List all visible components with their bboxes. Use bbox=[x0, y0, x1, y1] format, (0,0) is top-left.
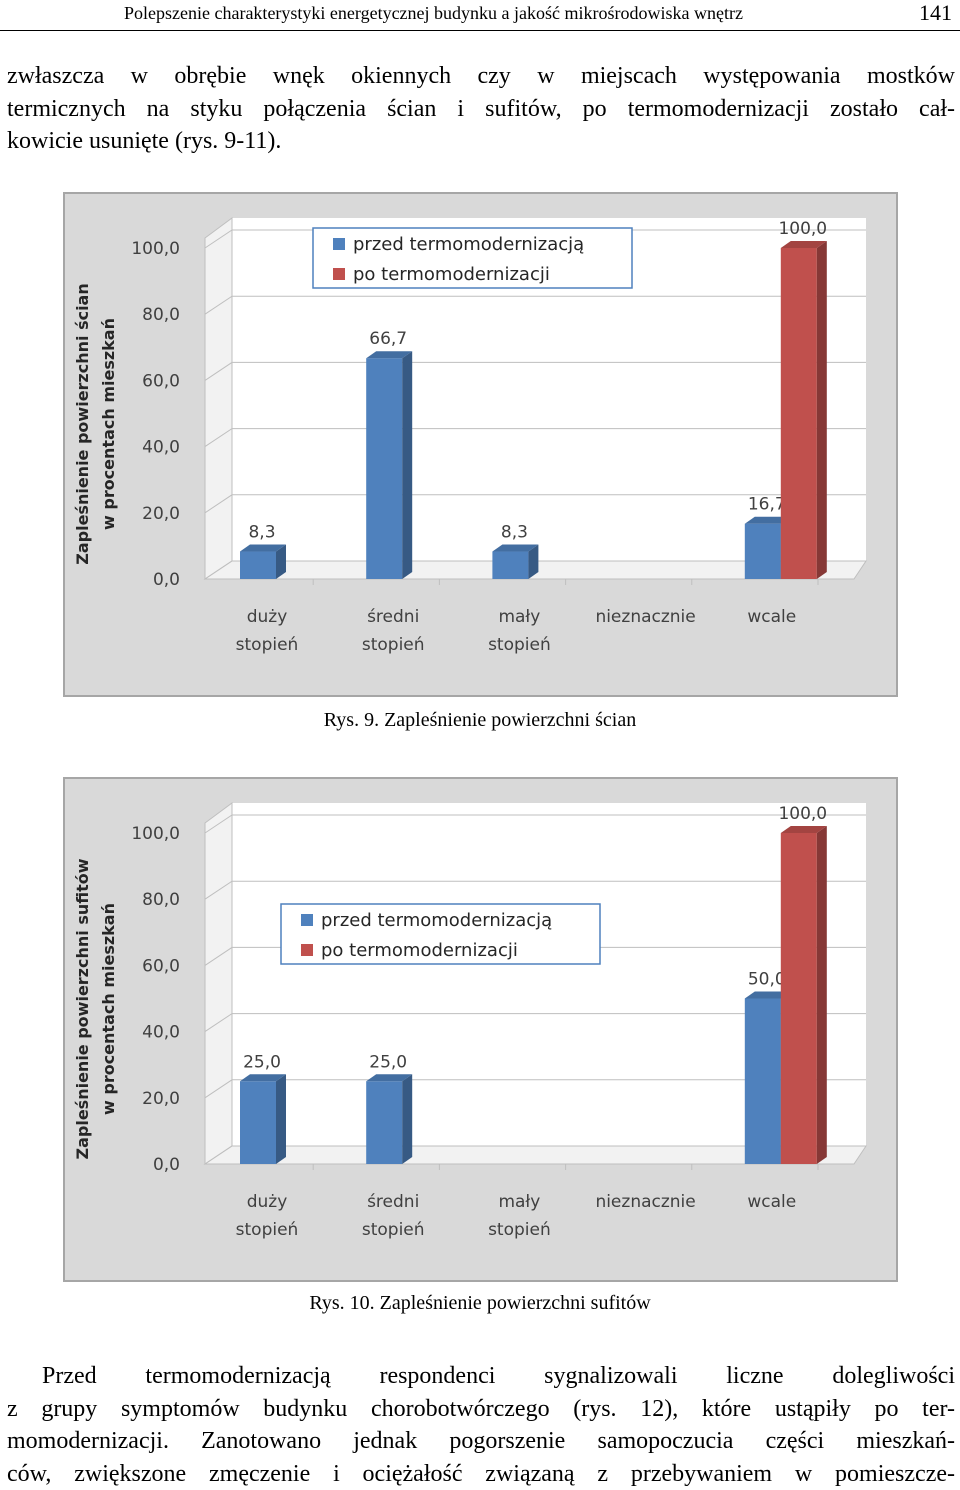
page-number: 141 bbox=[919, 0, 952, 26]
x-tick-label: stopień bbox=[362, 635, 425, 655]
text-line: Przed termomodernizacją respondenci sygn… bbox=[7, 1360, 955, 1393]
y-tick-label: 20,0 bbox=[142, 1089, 180, 1109]
x-tick-label: nieznacznie bbox=[595, 1192, 695, 1212]
caption: Rys. 9. Zapleśnienie powierzchni ścian bbox=[0, 709, 960, 732]
x-tick-label: stopień bbox=[488, 635, 551, 655]
x-tick-label: duży bbox=[247, 607, 288, 627]
x-tick-label: stopień bbox=[362, 1220, 425, 1240]
y-tick-label: 60,0 bbox=[142, 371, 180, 391]
header-rule bbox=[0, 30, 960, 31]
bar bbox=[781, 248, 817, 579]
data-label: 8,3 bbox=[248, 523, 275, 543]
y-axis-label: Zapleśnienie powierzchni sufitów bbox=[73, 858, 92, 1159]
paragraph: Przed termomodernizacją respondenci sygn… bbox=[7, 1360, 955, 1490]
bar bbox=[781, 833, 817, 1164]
y-axis-label: w procentach mieszkań bbox=[99, 318, 118, 530]
x-tick-label: stopień bbox=[236, 635, 299, 655]
legend-swatch bbox=[333, 238, 345, 250]
bar-side bbox=[402, 351, 412, 579]
data-label: 100,0 bbox=[778, 219, 827, 239]
legend-swatch bbox=[301, 914, 313, 926]
text-line: zwłaszcza w obrębie wnęk okiennych czy w… bbox=[7, 60, 955, 93]
caption: Rys. 10. Zapleśnienie powierzchni sufitó… bbox=[0, 1292, 960, 1315]
legend-swatch bbox=[301, 944, 313, 956]
data-label: 100,0 bbox=[778, 804, 827, 824]
y-axis-label: w procentach mieszkań bbox=[99, 903, 118, 1115]
y-tick-label: 100,0 bbox=[131, 239, 180, 259]
bar-side bbox=[817, 826, 827, 1164]
chart: 0,0 20,0 40,0 60,0 80,0 100,0 Zapleśnienie pow… bbox=[63, 192, 898, 698]
y-tick-label: 40,0 bbox=[142, 1023, 180, 1043]
x-tick-label: nieznacznie bbox=[595, 607, 695, 627]
y-tick-label: 0,0 bbox=[153, 1155, 180, 1175]
x-tick-label: mały bbox=[498, 607, 540, 627]
y-tick-label: 40,0 bbox=[142, 438, 180, 458]
bar bbox=[745, 999, 781, 1165]
x-tick-label: wcale bbox=[747, 607, 796, 627]
y-tick-label: 80,0 bbox=[142, 305, 180, 325]
y-tick-label: 80,0 bbox=[142, 890, 180, 910]
legend-swatch bbox=[333, 268, 345, 280]
bar bbox=[240, 552, 276, 579]
x-tick-label: duży bbox=[247, 1192, 288, 1212]
y-tick-label: 20,0 bbox=[142, 504, 180, 524]
y-tick-label: 0,0 bbox=[153, 570, 180, 590]
bar bbox=[745, 524, 781, 579]
data-label: 50,0 bbox=[748, 970, 786, 990]
data-label: 25,0 bbox=[243, 1052, 281, 1072]
y-tick-label: 60,0 bbox=[142, 956, 180, 976]
data-label: 8,3 bbox=[501, 523, 528, 543]
legend-label: po termomodernizacji bbox=[353, 264, 550, 285]
y-axis-label: Zapleśnienie powierzchni ścian bbox=[73, 283, 92, 565]
plot-side bbox=[205, 218, 232, 579]
bar bbox=[240, 1081, 276, 1164]
x-tick-label: wcale bbox=[747, 1192, 796, 1212]
legend-label: po termomodernizacji bbox=[321, 940, 518, 961]
plot-side bbox=[205, 803, 232, 1164]
x-tick-label: stopień bbox=[236, 1220, 299, 1240]
bar-side bbox=[402, 1074, 412, 1164]
bar bbox=[492, 552, 528, 579]
x-tick-label: średni bbox=[367, 607, 419, 627]
legend-label: przed termomodernizacją bbox=[321, 910, 552, 931]
paragraph: zwłaszcza w obrębie wnęk okiennych czy w… bbox=[7, 60, 955, 158]
x-tick-label: mały bbox=[498, 1192, 540, 1212]
legend-label: przed termomodernizacją bbox=[353, 234, 584, 255]
bar-side bbox=[817, 241, 827, 579]
header-title: Polepszenie charakterystyki energetyczne… bbox=[124, 3, 743, 24]
text-line: ców, zwiększone zmęczenie i ociężałość z… bbox=[7, 1458, 955, 1490]
chart: 0,0 20,0 40,0 60,0 80,0 100,0 Zapleśnienie pow… bbox=[63, 777, 898, 1283]
data-label: 25,0 bbox=[369, 1052, 407, 1072]
data-label: 66,7 bbox=[369, 329, 407, 349]
text-line: kowicie usunięte (rys. 9-11). bbox=[7, 125, 955, 158]
y-tick-label: 100,0 bbox=[131, 824, 180, 844]
data-label: 16,7 bbox=[748, 495, 786, 515]
bar-side bbox=[276, 1074, 286, 1164]
bar bbox=[366, 358, 402, 579]
x-tick-label: stopień bbox=[488, 1220, 551, 1240]
text-line: momodernizacji. Zanotowano jednak pogors… bbox=[7, 1425, 955, 1458]
x-tick-label: średni bbox=[367, 1192, 419, 1212]
text-line: termicznych na styku połączenia ścian i … bbox=[7, 93, 955, 126]
text-line: z grupy symptomów budynku chorobotwórcze… bbox=[7, 1393, 955, 1426]
bar bbox=[366, 1081, 402, 1164]
